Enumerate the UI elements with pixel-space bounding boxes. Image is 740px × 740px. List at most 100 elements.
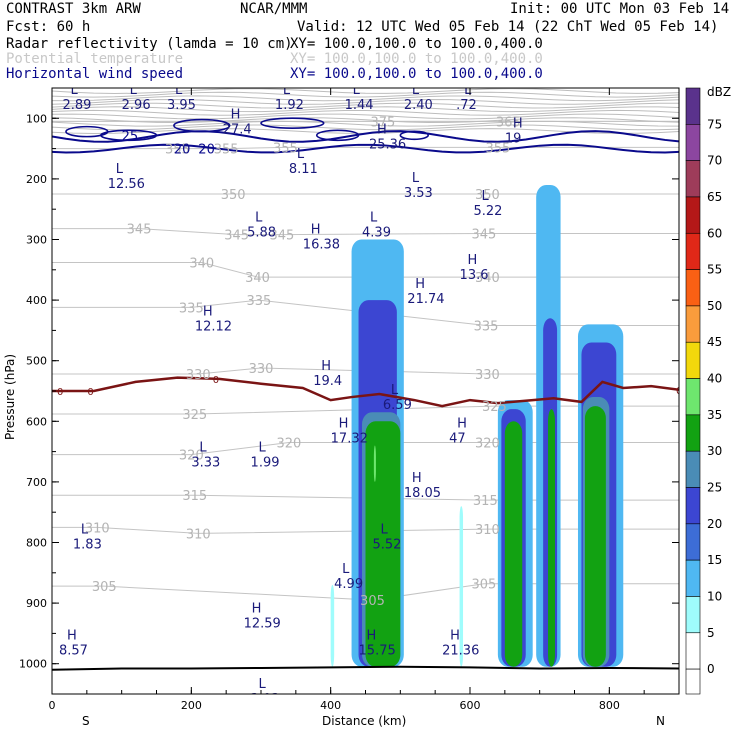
hl-value: 12.12 [195, 319, 232, 334]
theta-label: 345 [472, 227, 497, 242]
hl-value: 12.59 [244, 616, 281, 631]
reflectivity-30-dbz [365, 421, 401, 667]
colorbar-swatch-70 [685, 124, 701, 161]
y-tick-label: 700 [26, 476, 47, 489]
hl-value: 8.57 [59, 644, 88, 659]
hl-value: 3.95 [167, 98, 196, 113]
hl-symbol: H [468, 253, 478, 268]
colorbar-label: 5 [707, 626, 715, 640]
hl-symbol: L [464, 83, 472, 98]
theta-label: 310 [475, 523, 500, 538]
hl-value: 2.96 [122, 98, 151, 113]
theta-label: 335 [474, 320, 499, 335]
theta-label: 320 [475, 437, 500, 452]
reflectivity-30-dbz [548, 409, 555, 667]
storm-3 [459, 184, 561, 667]
hl-symbol: L [391, 383, 399, 398]
colorbar-swatch-below [685, 668, 701, 695]
hl-value: 4.39 [362, 225, 391, 240]
x-tick-label: 400 [320, 699, 341, 712]
y-tick-label: 400 [26, 294, 47, 307]
theta-label: 310 [85, 521, 110, 536]
hl-value: 8.11 [289, 162, 318, 177]
hl-value: 4.99 [334, 577, 363, 592]
wind-closed-contour [260, 117, 325, 129]
hl-value: 25.36 [369, 138, 406, 153]
theta-label: 345 [224, 229, 249, 244]
hl-value: 5.22 [473, 204, 502, 219]
hl-symbol: L [297, 147, 305, 162]
hl-value: 27.4 [223, 122, 252, 137]
reflectivity-5-dbz [459, 506, 464, 667]
y-tick-label: 1000 [19, 658, 47, 671]
colorbar-swatch-45 [685, 305, 701, 343]
zero-isotherm-label: 0 [87, 387, 93, 398]
reflectivity-30-dbz [504, 421, 523, 667]
hl-value: 16.38 [303, 238, 340, 253]
wind-label: 25 [122, 129, 139, 144]
theta-label: 335 [246, 294, 271, 309]
colorbar-label: 75 [707, 117, 722, 131]
hl-value: 19.4 [313, 374, 342, 389]
theta-label: 340 [245, 271, 270, 286]
colorbar-label: 10 [707, 589, 722, 603]
hl-symbol: H [450, 629, 460, 644]
zero-isotherm-label: 0 [213, 375, 219, 386]
hl-symbol: L [116, 162, 124, 177]
x-tick-label: 0 [49, 699, 56, 712]
theta-label: 320 [179, 449, 204, 464]
header-valid: Valid: 12 UTC Wed 05 Feb 14 (22 ChT Wed … [297, 19, 718, 35]
hl-gray-value: 300.2 [282, 717, 319, 732]
hl-value: 3.03 [251, 692, 280, 707]
hl-value: 1.83 [73, 537, 102, 552]
theta-label: 355 [214, 143, 239, 158]
x-tick-label: 200 [181, 699, 202, 712]
colorbar-unit: dBZ [707, 85, 731, 99]
colorbar-label: 20 [707, 517, 722, 531]
colorbar-label: 60 [707, 226, 722, 240]
colorbar-label: 50 [707, 299, 722, 313]
colorbar-swatch-40 [685, 341, 701, 379]
hl-symbol: H [203, 304, 213, 319]
reflectivity-fill [330, 184, 624, 667]
hl-symbol: H [231, 107, 241, 122]
colorbar-label: 35 [707, 408, 722, 422]
upper-theta-line [52, 91, 679, 98]
hl-symbol: H [367, 629, 377, 644]
hl-value: 1.92 [275, 98, 304, 113]
theta-label: 355 [485, 141, 510, 156]
header-center: NCAR/MMM [240, 1, 307, 17]
colorbar-swatch-35 [685, 378, 701, 416]
colorbar-swatch-30 [685, 414, 701, 452]
hl-symbol: L [412, 83, 420, 98]
hl-value: 3.53 [404, 186, 433, 201]
theta-label: 320 [276, 437, 301, 452]
hl-value: 1.44 [345, 98, 374, 113]
storm-2 [497, 400, 533, 667]
hl-value: 13.6 [460, 268, 489, 283]
wind-closed-contour [99, 129, 158, 142]
theta-label: 340 [189, 257, 214, 272]
hl-gray-symbol: L [380, 696, 388, 711]
upper-theta-line [52, 106, 679, 113]
hl-gray-symbol: L [98, 693, 106, 708]
hl-value: 2.89 [62, 98, 91, 113]
theta-label: 365 [496, 115, 521, 130]
hl-symbol: H [412, 471, 422, 486]
hl-symbol: L [481, 189, 489, 204]
theta-label: 330 [249, 362, 274, 377]
y-tick-label: 800 [26, 537, 47, 550]
hl-value: 19 [505, 131, 522, 146]
hl-symbol: L [380, 522, 388, 537]
reflectivity-35-dbz [373, 445, 376, 482]
theta-label: 350 [475, 188, 500, 203]
field-theta-xy: XY= 100.0,100.0 to 100.0,400.0 [290, 51, 543, 67]
hl-value: 15.75 [359, 644, 396, 659]
colorbar-label: 70 [707, 154, 722, 168]
hl-symbol: L [175, 83, 183, 98]
colorbar-swatch-50 [685, 269, 701, 307]
header-model: CONTRAST 3km ARW [6, 1, 141, 17]
colorbar-swatch-0 [685, 632, 701, 670]
colorbar-swatch-55 [685, 232, 701, 270]
